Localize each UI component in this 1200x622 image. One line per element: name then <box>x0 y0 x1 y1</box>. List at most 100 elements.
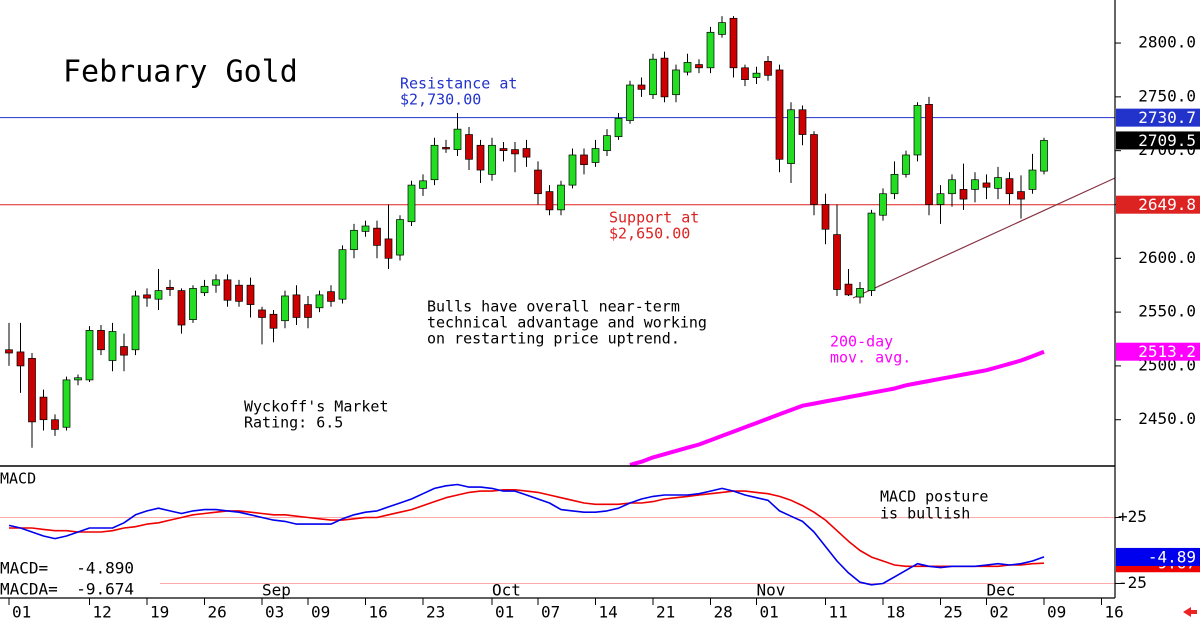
candle-body <box>718 22 726 35</box>
candle-body <box>28 358 36 423</box>
candle-body <box>350 229 358 251</box>
candle-body <box>488 144 496 175</box>
legend-value: -9.674 <box>76 580 134 599</box>
moving-average-line <box>629 349 1045 466</box>
candle-body <box>902 154 910 175</box>
candle-body <box>787 109 795 164</box>
x-tick-label: 12 <box>93 603 112 622</box>
candle-body <box>649 58 657 96</box>
candle-body <box>338 249 347 300</box>
month-label: Sep <box>262 581 291 600</box>
price-tag-box <box>1116 195 1200 214</box>
x-tick-label: 26 <box>208 603 227 622</box>
x-tick-label: 28 <box>714 603 733 622</box>
x-tick-label: 01 <box>495 603 514 622</box>
x-tick-label: 07 <box>541 603 560 622</box>
candle-body <box>959 189 968 200</box>
macd-title: MACD <box>0 470 36 488</box>
candle-body <box>120 346 128 356</box>
candle-body <box>235 284 243 302</box>
candle-body <box>281 295 289 322</box>
y-tick-label: 2750.0 <box>1138 86 1196 105</box>
candle-body <box>936 193 945 205</box>
candle-body <box>108 331 117 361</box>
candle-body <box>879 193 887 216</box>
x-tick-label: 21 <box>656 603 675 622</box>
candle-body <box>51 419 59 430</box>
candle-body <box>948 179 956 195</box>
candle-body <box>994 177 1002 189</box>
candle-body <box>407 184 416 223</box>
candle-body <box>764 60 772 76</box>
x-tick-label: 18 <box>886 603 905 622</box>
candle-body <box>580 154 588 166</box>
candle-body <box>614 118 623 138</box>
candle-body <box>844 283 853 296</box>
candle-body <box>5 349 13 354</box>
candle-body <box>672 69 680 96</box>
candle-body <box>925 104 933 205</box>
macd-tag: -4.89 <box>1148 547 1196 566</box>
candle-body <box>200 285 209 294</box>
annotation: Rating: 6.5 <box>244 414 343 432</box>
candle-body <box>741 67 749 80</box>
x-tick-label: 23 <box>426 603 445 622</box>
y-tick-label: 2550.0 <box>1138 302 1196 321</box>
candle-body <box>833 234 841 290</box>
candle-body <box>603 135 611 152</box>
candle-body <box>1005 178 1014 195</box>
price-tag: 2649.8 <box>1138 195 1196 214</box>
candle-body <box>821 204 830 230</box>
x-tick-label: 09 <box>311 603 330 622</box>
candle-body <box>683 62 692 73</box>
candle-body <box>1028 169 1037 190</box>
x-tick-label: 01 <box>12 603 31 622</box>
price-tag-box <box>1116 108 1200 127</box>
candle-body <box>373 227 381 246</box>
candle-body <box>1040 140 1048 172</box>
candle-body <box>499 148 508 152</box>
candle-body <box>557 184 565 211</box>
legend-value: -4.890 <box>76 559 134 578</box>
chart-title: February Gold <box>63 55 298 90</box>
annotation: Bulls have overall near-term <box>427 298 680 316</box>
candle-body <box>304 304 312 318</box>
last-price-tag-box <box>1116 131 1200 150</box>
annotation: $2,730.00 <box>400 91 481 109</box>
candle-body <box>39 396 48 421</box>
candle-body <box>453 128 462 150</box>
y-tick-label: +25 <box>1118 507 1147 526</box>
trendline <box>852 177 1116 299</box>
macd-line <box>8 483 1045 586</box>
candle-body <box>637 84 646 90</box>
candle-body <box>775 69 784 160</box>
candle-body <box>315 294 324 309</box>
ma-tag: 2513.2 <box>1138 342 1196 361</box>
candle-body <box>361 225 370 232</box>
candle-body <box>442 147 450 150</box>
candle-body <box>706 31 715 69</box>
annotation: Wyckoff's Market <box>244 398 389 416</box>
candle-body <box>890 173 899 195</box>
x-tick-label: 11 <box>829 603 848 622</box>
price-tag: 2730.7 <box>1138 108 1196 127</box>
scroll-arrow <box>1183 607 1197 617</box>
annotation: Support at <box>609 209 699 227</box>
candle-body <box>85 330 94 381</box>
candle-body <box>223 279 232 301</box>
y-tick-label: 2600.0 <box>1138 248 1196 267</box>
candle-body <box>177 290 186 326</box>
x-tick-label: 01 <box>760 603 779 622</box>
candle-body <box>660 57 669 98</box>
candle-body <box>16 351 25 367</box>
candle-body <box>626 84 634 121</box>
x-tick-label: 09 <box>1047 603 1066 622</box>
annotation: technical advantage and working <box>427 314 707 332</box>
candle-body <box>695 64 703 69</box>
month-label: Oct <box>492 581 521 600</box>
macd-tag-box <box>1116 547 1200 566</box>
candle-body <box>292 294 301 318</box>
month-label: Nov <box>757 581 786 600</box>
candle-body <box>867 212 876 291</box>
